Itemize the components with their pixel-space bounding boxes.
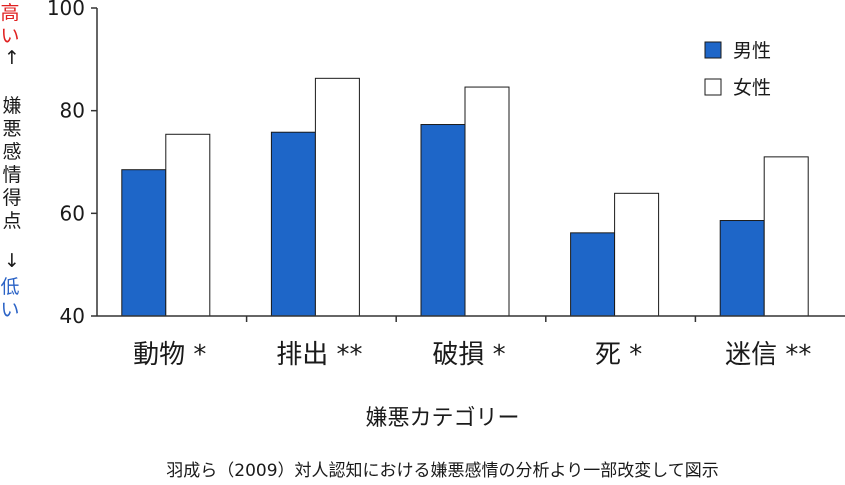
legend-swatch-female <box>704 78 722 96</box>
x-tick-label: 排出 ** <box>276 340 362 370</box>
x-tick-label: 迷信 ** <box>725 340 811 370</box>
y-tick-label: 100 <box>47 0 85 20</box>
bar-male <box>719 220 765 317</box>
y-tick-label: 40 <box>60 304 85 328</box>
bar-female <box>614 192 660 317</box>
legend-label-male: 男性 <box>733 40 771 62</box>
bar-female <box>464 86 510 317</box>
bar-female <box>763 156 809 317</box>
high-label: 高い <box>0 2 20 47</box>
x-tick-label: 動物 * <box>133 340 206 370</box>
legend-swatch-male <box>704 41 722 59</box>
bar-female <box>165 133 211 317</box>
x-tick-label: 死 * <box>595 340 642 370</box>
bar-female <box>314 77 360 317</box>
y-axis-title-char: 感 <box>2 141 22 163</box>
bar-male <box>570 232 616 317</box>
y-tick-label: 80 <box>60 99 85 123</box>
y-axis-title-char: 点 <box>2 210 22 232</box>
x-axis-title: 嫌悪カテゴリー <box>365 406 520 431</box>
legend-label-female: 女性 <box>733 77 771 99</box>
y-axis-title-char: 悪 <box>2 118 22 140</box>
bar-male <box>121 169 167 317</box>
y-tick-label: 60 <box>60 201 85 225</box>
up-arrow-icon: ↑ <box>4 47 20 69</box>
x-tick-label: 破損 * <box>432 340 505 370</box>
y-axis-title-char: 情 <box>2 164 22 186</box>
y-axis-title-char: 得 <box>2 187 22 209</box>
y-axis-title: 嫌悪感情得点 <box>0 95 24 233</box>
bar-male <box>420 124 466 317</box>
down-arrow-icon: ↓ <box>4 250 20 272</box>
source-caption: 羽成ら（2009）対人認知における嫌悪感情の分析より一部改変して図示 <box>166 461 719 481</box>
y-axis-title-char: 嫌 <box>2 95 22 117</box>
low-label: 低い <box>0 276 20 321</box>
bar-male <box>270 131 316 317</box>
